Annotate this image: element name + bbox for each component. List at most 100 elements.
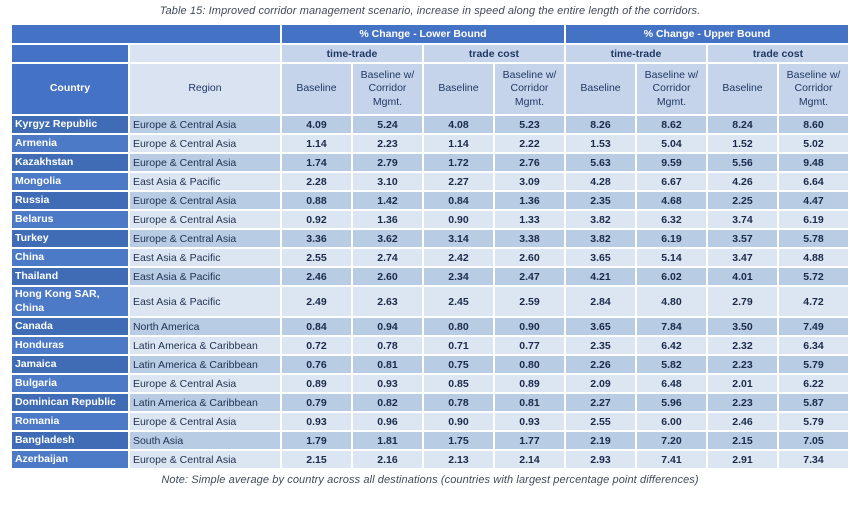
value-cell: 1.72 [421,152,495,173]
value-cell: 4.21 [564,266,637,287]
value-cell: 1.36 [492,190,567,211]
value-cell: 0.96 [350,411,424,433]
baseline-header: Baseline [564,62,637,116]
country-cell: Dominican Republic [9,392,130,414]
value-cell: 2.22 [492,133,567,154]
value-cell: 0.80 [492,354,567,376]
table-row: Hong Kong SAR, China East Asia & Pacific 2… [9,284,851,319]
value-cell: 3.14 [421,228,495,249]
country-cell: Armenia [9,133,130,154]
value-cell: 2.63 [350,284,424,319]
country-column-header: Country [9,62,130,116]
region-column-spacer [127,43,282,64]
value-cell: 6.48 [635,373,708,395]
value-cell: 4.80 [635,284,708,319]
region-cell: Europe & Central Asia [127,209,282,230]
table-row: Honduras Latin America & Caribbean 0.72 0.7… [9,335,851,357]
value-cell: 0.77 [492,335,567,357]
value-cell: 2.93 [564,449,637,471]
country-cell: Thailand [9,266,130,287]
country-cell: Belarus [9,209,130,230]
region-cell: Europe & Central Asia [127,228,282,249]
group-header-upper-bound: % Change - Upper Bound [563,23,851,45]
value-cell: 2.79 [706,284,779,319]
value-cell: 2.09 [564,373,637,395]
table-caption: Table 15: Improved corridor management s… [159,5,701,17]
region-column-header: Region [127,62,282,116]
region-cell: East Asia & Pacific [127,284,282,319]
value-cell: 6.19 [635,228,708,249]
table-note: Note: Simple average by country across a… [161,474,699,487]
value-cell: 0.89 [492,373,567,395]
value-cell: 0.93 [279,411,353,433]
country-cell: Kazakhstan [9,152,130,173]
value-cell: 0.84 [279,316,353,338]
subgroup-header-row: time-trade trade cost time-trade trade c… [9,43,851,64]
value-cell: 0.88 [279,190,353,211]
value-cell: 7.05 [776,430,851,452]
value-cell: 8.60 [776,114,851,135]
value-cell: 4.72 [776,284,851,319]
value-cell: 2.49 [279,284,353,319]
value-cell: 7.49 [776,316,851,338]
value-cell: 3.82 [564,228,637,249]
value-cell: 6.02 [635,266,708,287]
value-cell: 5.79 [776,354,851,376]
baseline-cm-header: Baseline w/ Corridor Mgmt. [635,62,708,116]
value-cell: 6.42 [635,335,708,357]
value-cell: 5.82 [635,354,708,376]
value-cell: 0.94 [350,316,424,338]
table-row: Russia Europe & Central Asia 0.88 1.42 0.84 1… [9,190,851,211]
value-cell: 2.60 [350,266,424,287]
baseline-cm-header: Baseline w/ Corridor Mgmt. [492,62,567,116]
value-cell: 4.01 [706,266,779,287]
region-cell: East Asia & Pacific [127,266,282,287]
value-cell: 2.27 [564,392,637,414]
region-cell: North America [127,316,282,338]
value-cell: 1.33 [492,209,567,230]
value-cell: 4.28 [564,171,637,192]
column-header-row: Country Region Baseline Baseline w/ Corr… [9,62,851,116]
value-cell: 1.14 [421,133,495,154]
value-cell: 9.48 [776,152,851,173]
table-row: Turkey Europe & Central Asia 3.36 3.62 3.14 3… [9,228,851,249]
value-cell: 4.88 [776,247,851,268]
region-cell: Europe & Central Asia [127,190,282,211]
value-cell: 3.36 [279,228,353,249]
value-cell: 2.23 [706,354,779,376]
country-cell: China [9,247,130,268]
value-cell: 5.96 [635,392,708,414]
value-cell: 3.38 [492,228,567,249]
value-cell: 1.42 [350,190,424,211]
value-cell: 6.64 [776,171,851,192]
value-cell: 5.14 [635,247,708,268]
value-cell: 2.15 [706,430,779,452]
region-cell: Europe & Central Asia [127,411,282,433]
country-cell: Russia [9,190,130,211]
value-cell: 2.47 [492,266,567,287]
baseline-header: Baseline [279,62,353,116]
value-cell: 2.25 [706,190,779,211]
value-cell: 0.93 [492,411,567,433]
region-cell: Europe & Central Asia [127,449,282,471]
country-cell: Hong Kong SAR, China [9,284,130,319]
country-cell: Jamaica [9,354,130,376]
value-cell: 7.20 [635,430,708,452]
value-cell: 2.60 [492,247,567,268]
value-cell: 2.23 [350,133,424,154]
value-cell: 8.26 [564,114,637,135]
value-cell: 0.84 [421,190,495,211]
value-cell: 2.46 [706,411,779,433]
value-cell: 2.91 [706,449,779,471]
value-cell: 5.02 [776,133,851,154]
value-cell: 3.65 [564,247,637,268]
value-cell: 0.75 [421,354,495,376]
country-cell: Kyrgyz Republic [9,114,130,135]
value-cell: 2.55 [279,247,353,268]
value-cell: 0.72 [279,335,353,357]
country-cell: Honduras [9,335,130,357]
value-cell: 2.35 [564,335,637,357]
value-cell: 3.82 [564,209,637,230]
subgroup-trade-cost-lower: trade cost [421,43,567,64]
